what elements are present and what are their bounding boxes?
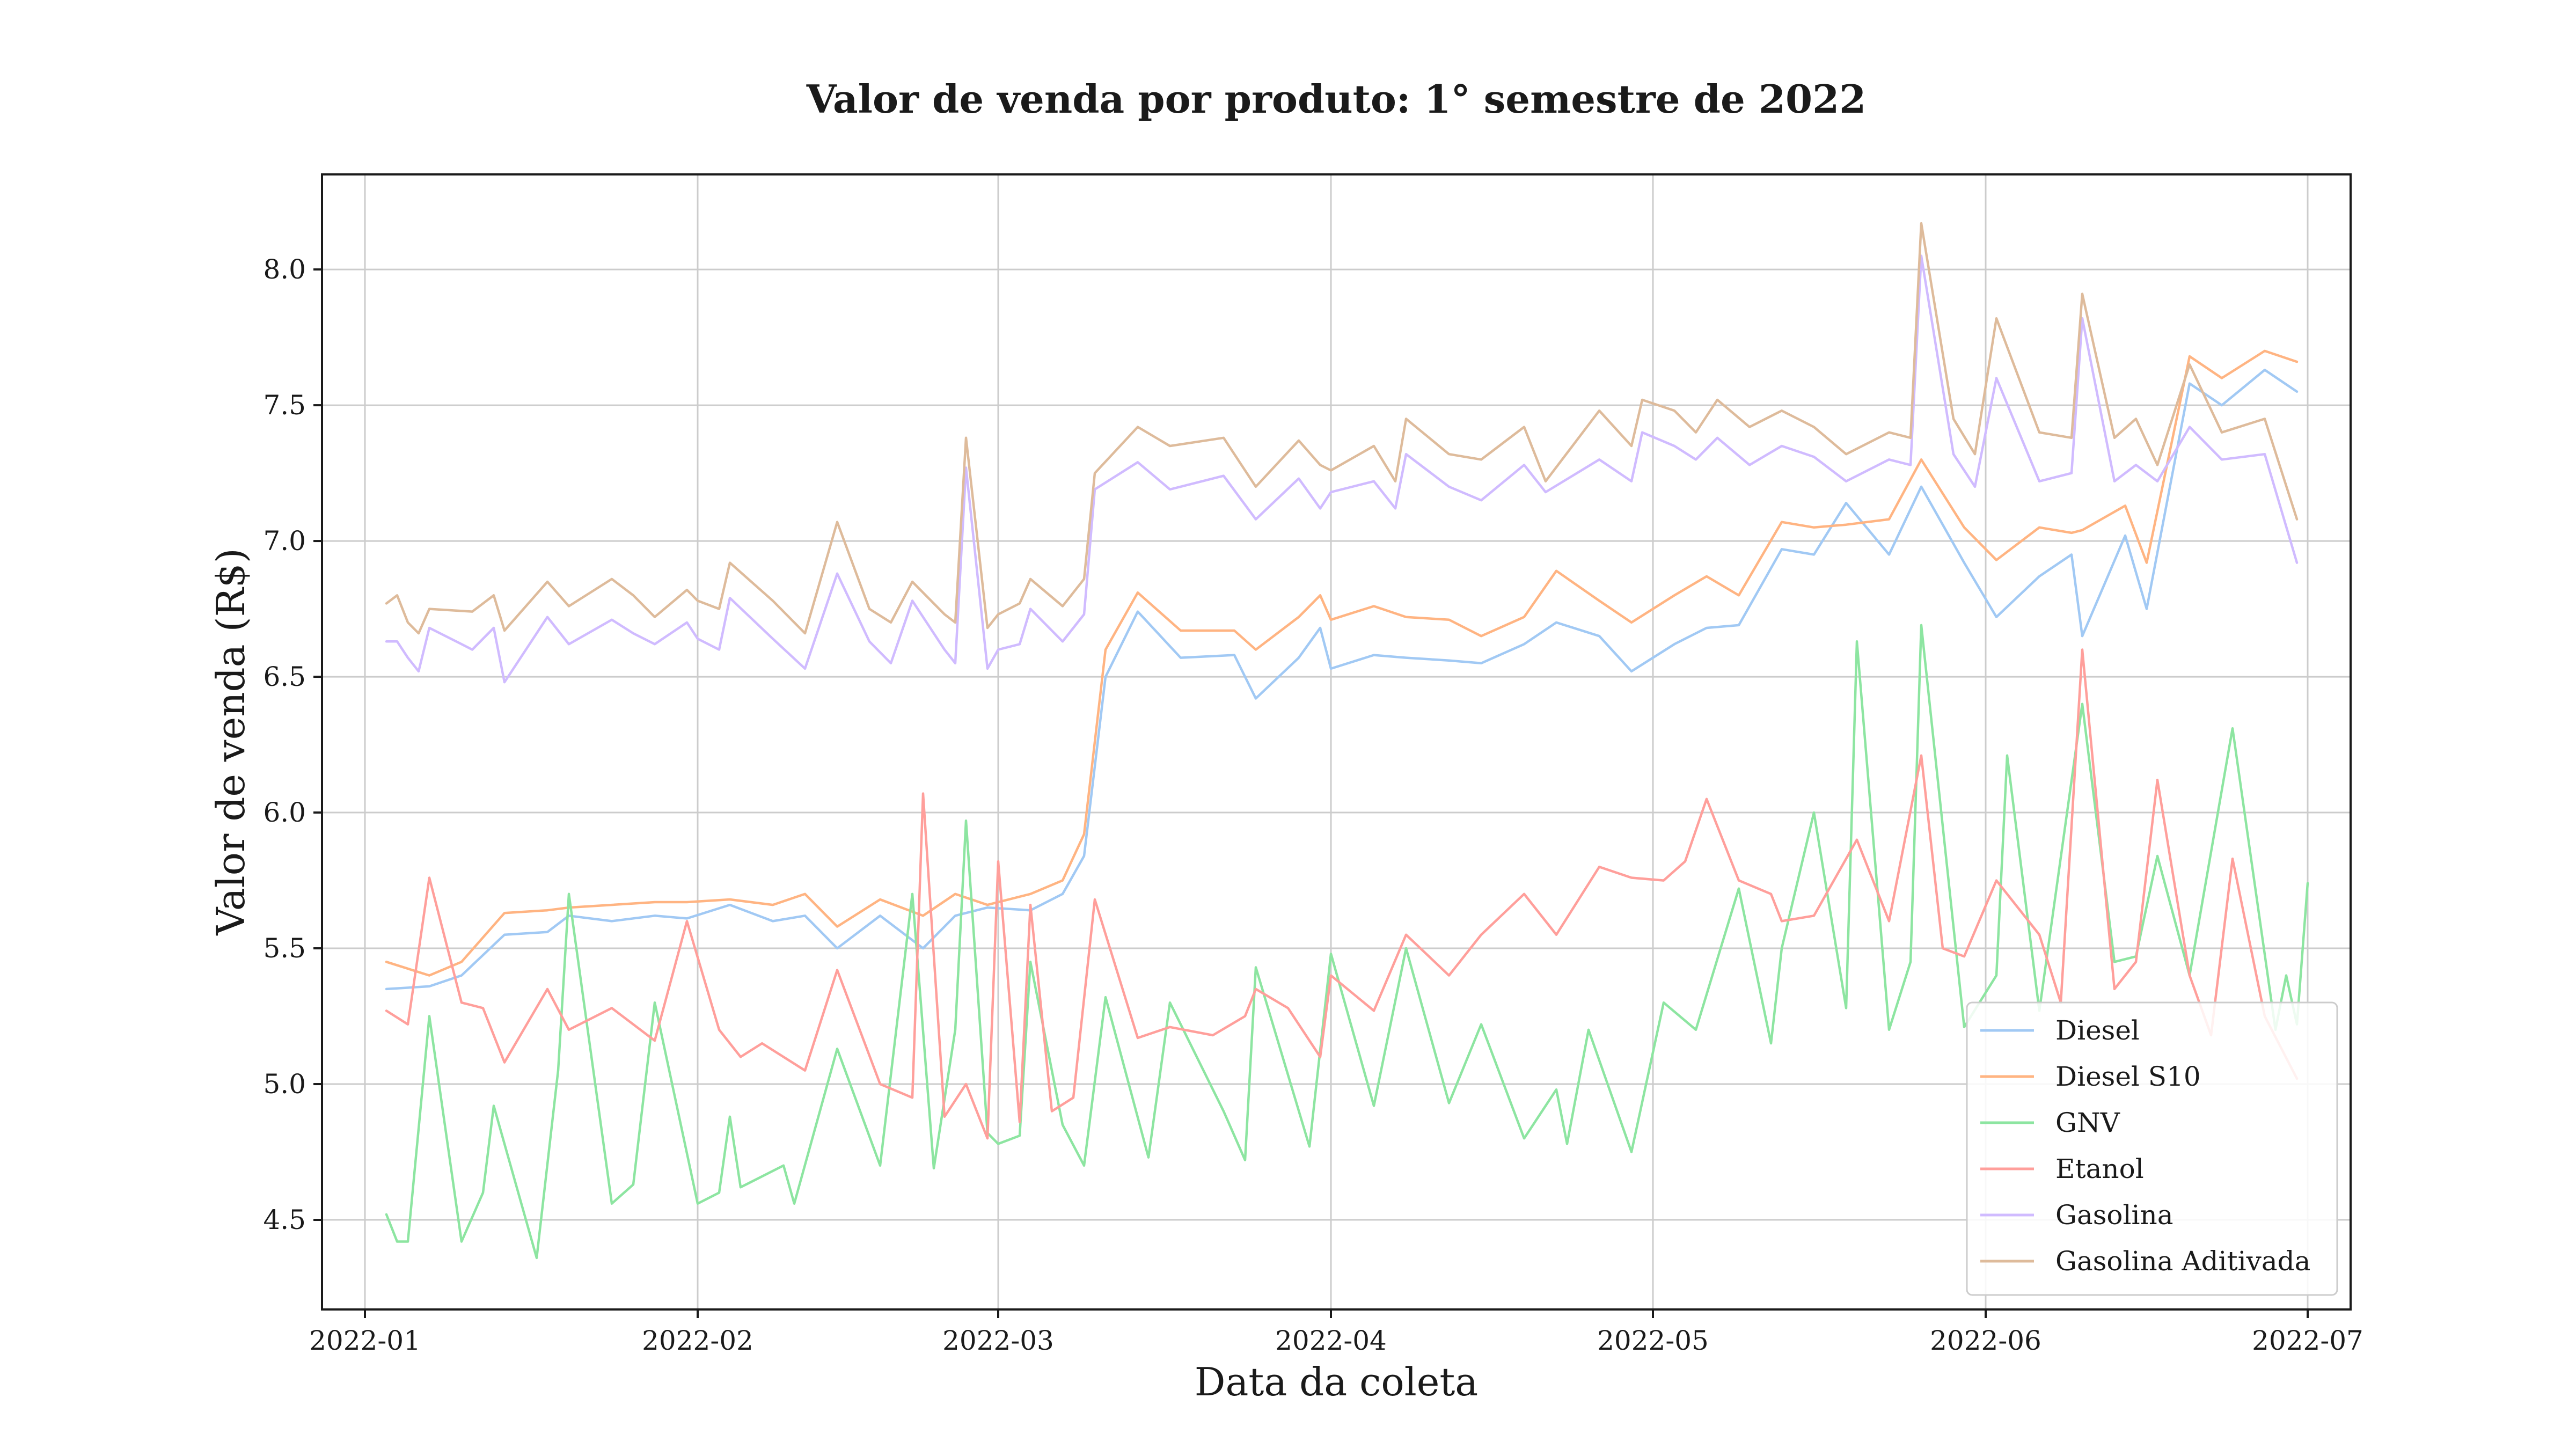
y-tick-label: 6.5 bbox=[263, 661, 306, 692]
series-line-diesel-s10 bbox=[385, 349, 2299, 977]
y-axis-label: Valor de venda (R$) bbox=[208, 548, 253, 935]
x-tick-label: 2022-04 bbox=[1275, 1325, 1387, 1356]
series-line-gasolina bbox=[385, 254, 2299, 684]
y-tick-label: 6.0 bbox=[263, 797, 306, 828]
legend-label-diesel-s10: Diesel S10 bbox=[2055, 1061, 2201, 1092]
y-tick-label: 5.0 bbox=[263, 1069, 306, 1100]
series-line-diesel bbox=[385, 369, 2299, 991]
x-axis-ticks: 2022-01 2022-02 2022-03 2022-04 2022-05 2022-… bbox=[309, 1309, 2363, 1356]
x-tick-label: 2022-02 bbox=[642, 1325, 753, 1356]
y-axis-ticks: 4.5 5.0 5.5 6.0 6.5 7.0 7.5 8.0 bbox=[263, 254, 322, 1235]
legend-box bbox=[1966, 1001, 2338, 1296]
y-tick-label: 7.5 bbox=[263, 390, 306, 421]
series-layer bbox=[385, 222, 2309, 1260]
x-tick-label: 2022-05 bbox=[1597, 1325, 1709, 1356]
x-tick-label: 2022-03 bbox=[942, 1325, 1054, 1356]
x-tick-label: 2022-07 bbox=[2252, 1325, 2363, 1356]
y-tick-label: 7.0 bbox=[263, 525, 306, 557]
x-tick-label: 2022-01 bbox=[309, 1325, 421, 1356]
y-tick-label: 8.0 bbox=[263, 254, 306, 285]
y-tick-label: 4.5 bbox=[263, 1204, 306, 1235]
x-axis-label: Data da coleta bbox=[1195, 1359, 1478, 1404]
legend: Diesel Diesel S10 GNV Etanol Gasolina Gasolin… bbox=[1966, 1001, 2338, 1296]
x-tick-label: 2022-06 bbox=[1930, 1325, 2041, 1356]
legend-label-gasolina: Gasolina bbox=[2055, 1199, 2174, 1231]
legend-label-diesel: Diesel bbox=[2055, 1015, 2140, 1046]
grid-lines bbox=[322, 174, 2351, 1309]
y-tick-label: 5.5 bbox=[263, 933, 306, 964]
legend-label-gasolina-aditivada: Gasolina Aditivada bbox=[2055, 1246, 2310, 1277]
plot-frame bbox=[321, 173, 2352, 1311]
series-line-gnv bbox=[385, 624, 2309, 1260]
legend-label-etanol: Etanol bbox=[2055, 1153, 2144, 1184]
legend-label-gnv: GNV bbox=[2055, 1107, 2120, 1138]
series-line-gasolina-aditivada bbox=[385, 222, 2299, 635]
chart-title: Valor de venda por produto: 1° semestre … bbox=[806, 76, 1867, 122]
series-line-etanol bbox=[385, 648, 2299, 1140]
